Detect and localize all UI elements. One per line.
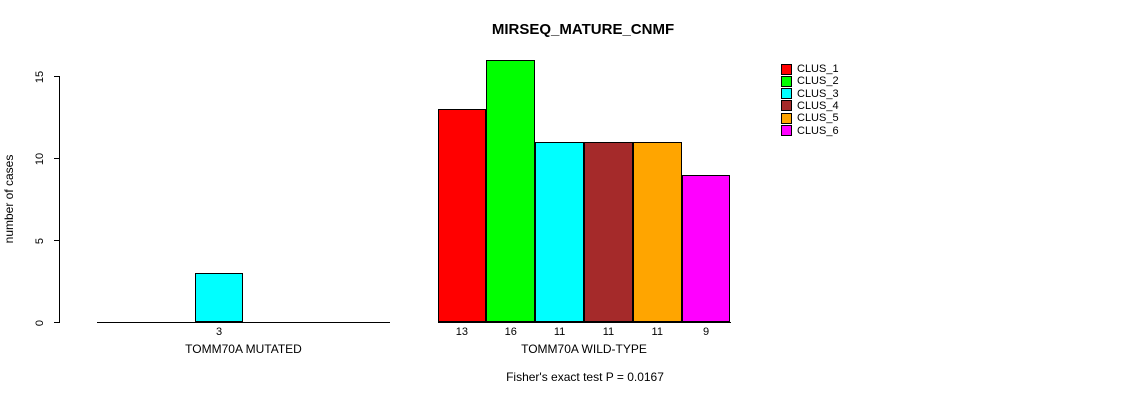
y-axis-tick [54, 240, 59, 241]
bar-clus_1 [437, 109, 487, 323]
bar-value-label: 11 [602, 326, 615, 338]
footnote-fisher-test: Fisher's exact test P = 0.0167 [506, 370, 664, 384]
bar-clus_3 [194, 273, 244, 323]
legend-label: CLUS_4 [797, 99, 839, 112]
legend-row: CLUS_2 [781, 75, 839, 87]
y-axis-line [59, 76, 60, 323]
legend-swatch [781, 75, 792, 87]
legend-row: CLUS_5 [781, 112, 839, 124]
legend-label: CLUS_5 [797, 112, 839, 125]
legend-swatch [781, 112, 792, 124]
legend-label: CLUS_3 [797, 87, 839, 100]
legend-label: CLUS_1 [797, 63, 839, 75]
legend-label: CLUS_2 [797, 75, 839, 88]
bar-clus_2 [486, 60, 536, 323]
group-label: TOMM70A MUTATED [185, 342, 302, 356]
bar-clus_4 [584, 142, 633, 323]
bar-clus_3 [535, 142, 584, 323]
bar-value-label: 9 [703, 326, 710, 338]
y-tick-label: 5 [34, 237, 46, 244]
bar-value-label: 11 [651, 326, 663, 338]
y-axis-tick [54, 322, 59, 323]
group-baseline [437, 322, 731, 323]
legend-swatch [781, 88, 792, 100]
legend-row: CLUS_6 [781, 125, 839, 137]
legend-row: CLUS_1 [781, 63, 839, 75]
y-tick-label: 15 [34, 70, 46, 83]
bar-value-label: 13 [455, 326, 469, 338]
bar-value-label: 11 [553, 326, 566, 338]
group-label: TOMM70A WILD-TYPE [521, 342, 647, 356]
bar-value-label: 16 [504, 326, 517, 338]
chart-title: MIRSEQ_MATURE_CNMF [491, 21, 675, 38]
y-axis-tick [54, 158, 59, 159]
bar-clus_6 [681, 174, 731, 323]
legend-swatch [781, 125, 792, 137]
group-baseline [97, 322, 390, 323]
legend-swatch [781, 100, 792, 112]
legend-swatch [781, 63, 792, 75]
y-tick-label: 10 [34, 152, 46, 165]
bar-value-label: 3 [216, 326, 223, 338]
legend-row: CLUS_3 [781, 88, 839, 100]
legend-label: CLUS_6 [797, 124, 839, 137]
y-axis-tick [54, 76, 59, 77]
y-axis-label: number of cases [2, 154, 16, 244]
y-tick-label: 0 [34, 319, 46, 326]
legend-row: CLUS_4 [781, 100, 839, 112]
bar-clus_5 [632, 142, 682, 323]
